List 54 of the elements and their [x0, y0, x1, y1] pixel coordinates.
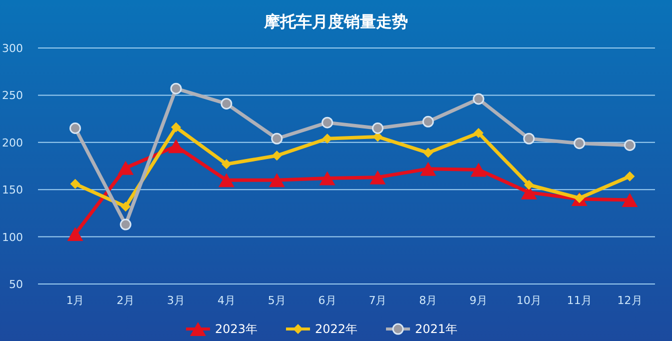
point — [423, 148, 434, 158]
point — [319, 171, 336, 186]
point — [268, 173, 285, 188]
x-tick-label: 10月 — [516, 294, 542, 307]
point — [170, 82, 182, 94]
x-tick-label: 3月 — [167, 294, 186, 307]
y-tick-label: 250 — [2, 89, 23, 102]
point — [470, 162, 487, 177]
point — [624, 171, 635, 182]
point — [420, 162, 436, 176]
x-tick-label: 2月 — [116, 294, 135, 307]
point — [474, 128, 484, 138]
y-tick-label: 50 — [9, 278, 23, 291]
x-tick-label: 5月 — [268, 294, 286, 307]
point — [120, 218, 132, 230]
point — [370, 170, 386, 184]
point — [524, 180, 534, 190]
point — [322, 116, 334, 128]
y-tick-label: 200 — [2, 136, 23, 150]
point — [218, 173, 234, 188]
y-tick-label: 100 — [2, 230, 23, 244]
point — [624, 139, 636, 151]
x-tick-label: 6月 — [318, 294, 336, 307]
point — [118, 160, 134, 175]
x-tick-label: 1月 — [66, 294, 84, 307]
legend-label: 2021年 — [415, 322, 458, 336]
x-tick-label: 9月 — [470, 294, 488, 307]
x-tick-label: 11月 — [566, 294, 592, 307]
point — [523, 132, 535, 144]
point — [472, 93, 484, 105]
y-tick-label: 150 — [2, 184, 23, 197]
point — [168, 139, 184, 154]
point — [220, 98, 232, 110]
chart-title: 摩托车月度销量走势 — [263, 12, 408, 31]
x-tick-label: 8月 — [419, 294, 438, 307]
point — [70, 178, 80, 189]
point — [422, 116, 434, 128]
point — [574, 138, 586, 150]
point — [120, 202, 131, 212]
point — [322, 134, 332, 144]
legend-label: 2022年 — [315, 322, 358, 336]
x-tick-label: 7月 — [368, 294, 387, 307]
point — [272, 150, 282, 161]
point — [271, 132, 283, 144]
point — [221, 159, 232, 170]
x-tick-label: 12月 — [617, 294, 642, 307]
legend-label: 2023年 — [215, 322, 258, 336]
point — [372, 122, 384, 134]
point — [171, 122, 182, 132]
point — [67, 226, 84, 241]
point — [69, 122, 81, 134]
x-tick-label: 4月 — [217, 294, 236, 307]
y-tick-label: 300 — [2, 42, 23, 55]
point — [622, 192, 638, 207]
